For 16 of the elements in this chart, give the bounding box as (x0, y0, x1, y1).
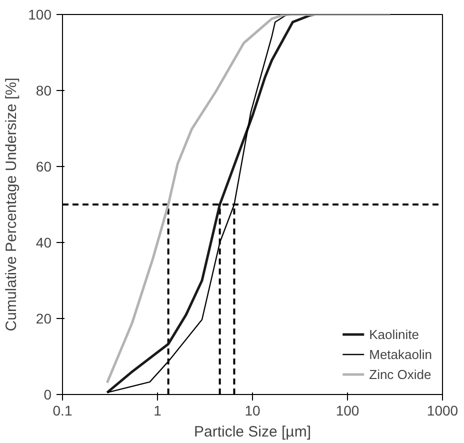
y-axis-title: Cumulative Percentage Undersize [%] (3, 78, 20, 332)
x-axis-title: Particle Size [µm] (194, 424, 312, 440)
x-tick-label: 10 (244, 402, 260, 418)
legend-label: Metakaolin (369, 346, 432, 362)
y-tick-label: 0 (44, 386, 52, 402)
y-tick-label: 20 (36, 310, 52, 326)
legend-label: Zinc Oxide (369, 366, 432, 382)
x-tick-label: 1 (154, 402, 162, 418)
y-tick-label: 60 (36, 158, 52, 174)
x-tick-label: 100 (336, 402, 360, 418)
y-tick-label: 80 (36, 82, 52, 98)
y-tick-label: 40 (36, 234, 52, 250)
legend-label: Kaolinite (369, 326, 419, 342)
x-tick-label: 0.1 (52, 402, 72, 418)
x-tick-label: 1000 (426, 402, 458, 418)
y-tick-label: 100 (28, 6, 52, 22)
